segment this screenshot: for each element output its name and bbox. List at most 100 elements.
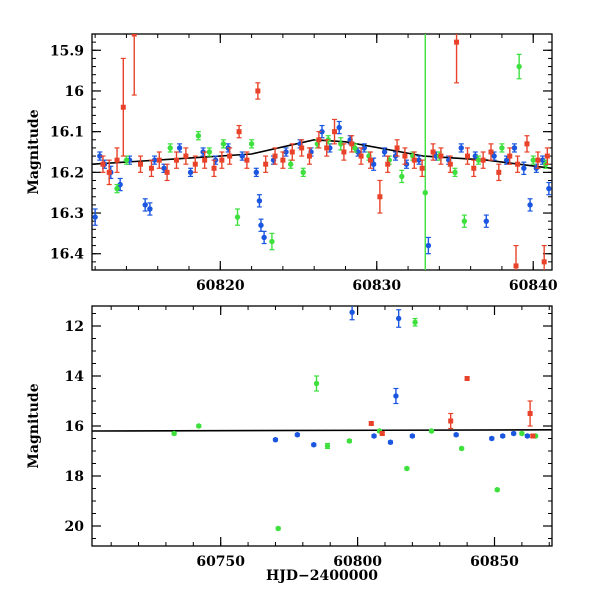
data-point-blue bbox=[319, 124, 325, 139]
marker bbox=[256, 198, 263, 204]
marker bbox=[227, 153, 233, 159]
marker bbox=[114, 185, 120, 192]
data-point-blue bbox=[294, 432, 301, 438]
marker bbox=[419, 165, 425, 171]
data-point-red bbox=[544, 147, 550, 165]
data-point-green bbox=[399, 169, 405, 184]
data-point-blue bbox=[511, 143, 518, 153]
marker bbox=[332, 129, 338, 135]
data-point-red bbox=[402, 147, 408, 165]
data-point-red bbox=[263, 155, 269, 173]
marker bbox=[316, 137, 322, 143]
data-point-red bbox=[114, 147, 120, 173]
marker bbox=[349, 141, 355, 147]
marker bbox=[138, 161, 144, 167]
data-point-red bbox=[368, 421, 374, 426]
y-tick-label: 16.4 bbox=[50, 247, 84, 263]
data-point-blue bbox=[370, 157, 377, 171]
marker bbox=[183, 153, 189, 159]
marker bbox=[324, 145, 330, 151]
marker bbox=[300, 169, 306, 176]
data-point-green bbox=[300, 167, 306, 178]
data-point-red bbox=[131, 34, 137, 96]
marker bbox=[117, 181, 123, 188]
y-tick-label: 18 bbox=[65, 469, 84, 485]
top-panel: 60820 60830 60840 15.9 16 16.1 16.2 16.3 16.4 Mag… bbox=[26, 33, 558, 294]
data-point-blue bbox=[539, 155, 546, 165]
marker bbox=[503, 157, 510, 163]
marker bbox=[454, 39, 460, 45]
data-point-green bbox=[269, 232, 275, 251]
data-point-blue bbox=[524, 433, 531, 439]
marker bbox=[448, 418, 454, 424]
data-point-blue bbox=[453, 432, 459, 438]
marker bbox=[535, 157, 541, 163]
x-tick-label: 60750 bbox=[196, 554, 245, 570]
marker bbox=[324, 443, 331, 449]
data-point-blue bbox=[527, 198, 533, 212]
marker bbox=[164, 169, 170, 175]
data-point-blue bbox=[151, 155, 158, 165]
y-tick-label: 15.9 bbox=[50, 43, 84, 59]
data-point-green bbox=[461, 214, 468, 228]
marker bbox=[368, 421, 374, 426]
data-point-blue bbox=[256, 194, 263, 208]
marker bbox=[352, 145, 358, 151]
marker bbox=[272, 437, 279, 443]
marker bbox=[142, 202, 148, 208]
marker bbox=[521, 165, 527, 171]
data-point-blue bbox=[253, 167, 259, 178]
data-point-blue bbox=[546, 181, 552, 196]
data-point-red bbox=[513, 244, 519, 270]
marker bbox=[458, 445, 465, 452]
data-point-red bbox=[255, 82, 261, 100]
marker bbox=[377, 194, 383, 200]
data-point-green bbox=[338, 137, 344, 151]
data-point-red bbox=[219, 151, 225, 169]
data-point-red bbox=[430, 143, 436, 161]
data-point-blue bbox=[521, 161, 527, 175]
marker bbox=[379, 431, 385, 436]
data-point-blue bbox=[261, 230, 267, 245]
data-point-green bbox=[519, 430, 525, 437]
data-point-red bbox=[394, 139, 400, 157]
data-point-blue bbox=[187, 167, 194, 178]
marker bbox=[192, 161, 198, 167]
marker bbox=[430, 149, 436, 155]
marker bbox=[346, 438, 353, 444]
data-point-red bbox=[120, 57, 126, 157]
y-tick-label: 14 bbox=[65, 369, 85, 385]
data-point-red bbox=[530, 433, 536, 439]
data-point-green bbox=[171, 430, 177, 437]
data-point-red bbox=[148, 159, 154, 178]
marker bbox=[234, 214, 241, 220]
marker bbox=[263, 161, 269, 167]
marker bbox=[195, 133, 202, 139]
marker bbox=[239, 153, 245, 159]
marker bbox=[275, 525, 281, 532]
marker bbox=[313, 380, 320, 387]
marker bbox=[97, 153, 103, 159]
x-tick-label: 60830 bbox=[352, 278, 401, 294]
y-tick-label: 20 bbox=[65, 519, 85, 535]
data-point-green bbox=[288, 159, 294, 169]
y-tick-label: 16.2 bbox=[50, 165, 84, 181]
marker bbox=[173, 157, 179, 163]
data-point-blue bbox=[371, 433, 377, 439]
marker bbox=[289, 149, 295, 155]
marker bbox=[511, 145, 518, 151]
data-point-green bbox=[114, 183, 120, 194]
data-point-blue bbox=[349, 306, 355, 321]
data-point-red bbox=[164, 163, 170, 182]
data-point-red bbox=[368, 151, 374, 169]
data-point-blue bbox=[142, 198, 148, 212]
data-point-blue bbox=[387, 439, 394, 445]
marker bbox=[480, 157, 486, 163]
marker bbox=[358, 153, 364, 159]
marker bbox=[131, 34, 137, 37]
data-point-green bbox=[234, 208, 241, 226]
marker bbox=[402, 153, 408, 159]
marker bbox=[385, 161, 391, 167]
marker bbox=[187, 169, 194, 176]
data-point-red bbox=[524, 135, 530, 153]
